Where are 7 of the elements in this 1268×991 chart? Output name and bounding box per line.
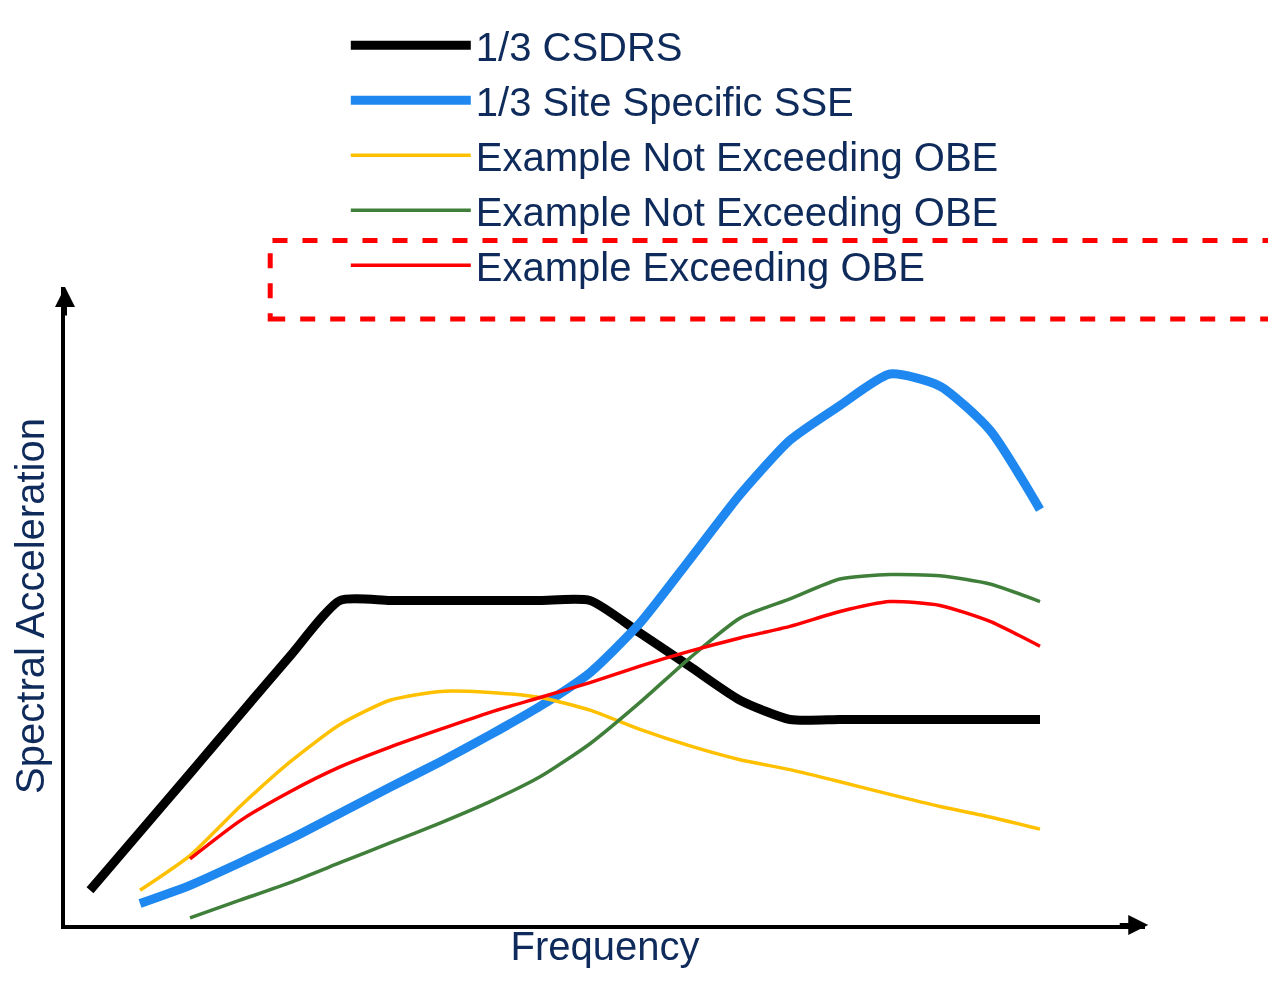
legend-label: 1/3 Site Specific SSE	[475, 79, 854, 124]
legend-label: Example Not Exceeding OBE	[475, 189, 999, 234]
legend-label: Example Not Exceeding OBE	[475, 134, 999, 179]
legend-label: 1/3 CSDRS	[475, 24, 683, 69]
x-axis-title: Frequency	[510, 924, 700, 968]
y-axis-title: Spectral Acceleration	[8, 418, 52, 794]
legend-label: Example Exceeding OBE	[475, 244, 925, 289]
